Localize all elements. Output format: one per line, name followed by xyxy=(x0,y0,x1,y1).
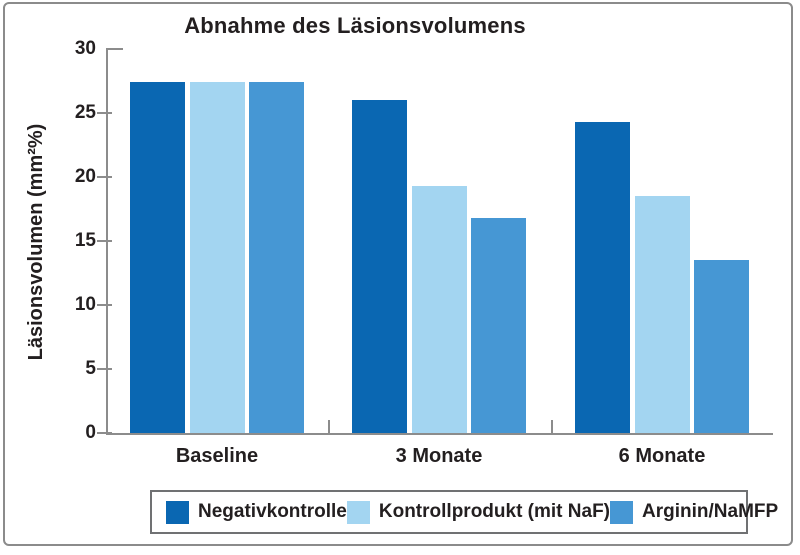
y-tick-label: 20 xyxy=(74,166,96,187)
y-tick-label: 30 xyxy=(74,38,96,59)
legend: Negativkontrolle Kontrollprodukt (mit NaF… xyxy=(150,490,778,534)
bar-3-monate-series-2 xyxy=(471,218,526,433)
x-category-label-6-monate: 6 Monate xyxy=(618,445,706,467)
legend-item-0: Negativkontrolle xyxy=(166,500,347,524)
y-tick-mark xyxy=(97,240,112,242)
legend-item-1: Kontrollprodukt (mit NaF) xyxy=(346,500,611,524)
x-tick-mark xyxy=(328,420,330,433)
x-tick-mark xyxy=(551,420,553,433)
y-tick-label: 10 xyxy=(74,294,96,315)
bar-6-monate-series-2 xyxy=(694,260,749,433)
y-tick-mark xyxy=(97,176,112,178)
legend-label: Kontrollprodukt (mit NaF) xyxy=(378,501,611,522)
y-tick-mark xyxy=(97,112,112,114)
legend-swatch-icon xyxy=(346,500,370,524)
legend-item-2: Arginin/NaMFP xyxy=(610,500,779,524)
y-tick-mark xyxy=(97,304,112,306)
y-tick-label: 25 xyxy=(74,102,96,123)
bar-3-monate-series-0 xyxy=(352,100,407,433)
bar-baseline-series-2 xyxy=(249,82,304,433)
y-tick-mark xyxy=(97,432,112,434)
bar-6-monate-series-1 xyxy=(635,196,690,433)
chart-border xyxy=(3,2,793,546)
bar-baseline-series-1 xyxy=(190,82,245,433)
x-category-label-3-monate: 3 Monate xyxy=(395,445,483,467)
y-tick-label: 5 xyxy=(85,358,96,379)
legend-swatch-icon xyxy=(166,500,189,524)
bar-baseline-series-0 xyxy=(130,82,185,433)
y-axis-line xyxy=(106,49,108,435)
x-axis-line xyxy=(106,433,773,435)
legend-label: Negativkontrolle xyxy=(198,501,347,522)
chart-title: Abnahme des Läsionsvolumens xyxy=(184,13,526,38)
bar-3-monate-series-1 xyxy=(412,186,467,433)
y-tick-mark xyxy=(97,368,112,370)
x-category-label-baseline: Baseline xyxy=(175,445,259,467)
bar-6-monate-series-0 xyxy=(575,122,630,433)
y-tick-label: 0 xyxy=(85,422,96,443)
legend-swatch-icon xyxy=(610,500,634,524)
y-tick-mark xyxy=(106,48,123,50)
legend-label: Arginin/NaMFP xyxy=(642,501,779,522)
y-tick-label: 15 xyxy=(74,230,96,251)
